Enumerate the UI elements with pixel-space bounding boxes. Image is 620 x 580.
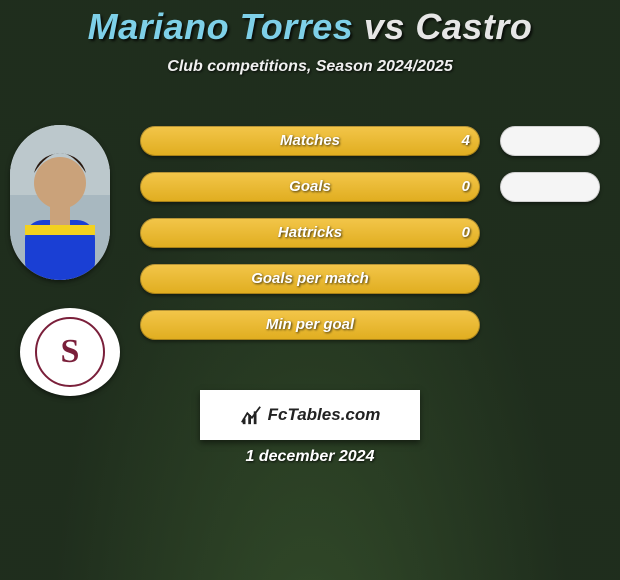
stat-row: Matches4 xyxy=(0,118,620,164)
stat-bar-left xyxy=(140,218,480,248)
stat-row: Goals0 xyxy=(0,164,620,210)
brand-text: FcTables.com xyxy=(268,405,381,425)
stats-chart: Matches4Goals0Hattricks0Goals per matchM… xyxy=(0,118,620,348)
player2-name: Castro xyxy=(415,6,532,47)
vs-label: vs xyxy=(364,6,405,47)
stat-bar-left xyxy=(140,126,480,156)
stat-bar-left xyxy=(140,172,480,202)
stat-row: Goals per match xyxy=(0,256,620,302)
brand-badge[interactable]: FcTables.com xyxy=(200,390,420,440)
stat-value-left: 0 xyxy=(462,172,470,202)
stat-bar-left xyxy=(140,264,480,294)
stat-bar-left xyxy=(140,310,480,340)
stat-value-left: 4 xyxy=(462,126,470,156)
stat-row: Min per goal xyxy=(0,302,620,348)
player1-name: Mariano Torres xyxy=(88,6,354,47)
chart-icon xyxy=(240,404,262,426)
stat-value-left: 0 xyxy=(462,218,470,248)
subtitle: Club competitions, Season 2024/2025 xyxy=(0,58,620,76)
stat-row: Hattricks0 xyxy=(0,210,620,256)
date-label: 1 december 2024 xyxy=(0,448,620,466)
stat-bar-right xyxy=(500,172,600,202)
stat-bar-right xyxy=(500,126,600,156)
comparison-title: Mariano Torres vs Castro xyxy=(0,0,620,48)
